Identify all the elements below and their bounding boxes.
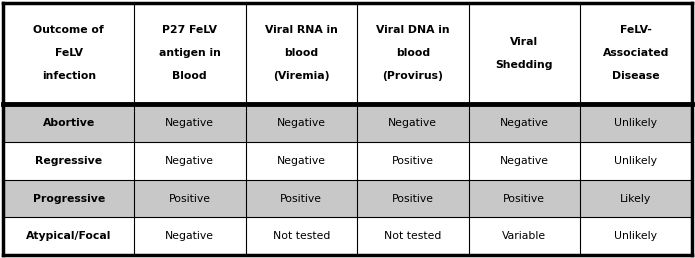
Bar — [468, 104, 580, 142]
Bar — [134, 180, 245, 217]
Bar — [134, 142, 245, 180]
Bar — [245, 142, 357, 180]
Text: Unlikely: Unlikely — [614, 156, 657, 166]
Bar — [357, 104, 468, 142]
Text: Negative: Negative — [500, 156, 549, 166]
Bar — [357, 3, 468, 104]
Text: Likely: Likely — [620, 194, 651, 204]
Bar — [580, 104, 692, 142]
Text: Negative: Negative — [389, 118, 437, 128]
Bar — [3, 104, 134, 142]
Text: Unlikely: Unlikely — [614, 231, 657, 241]
Text: Positive: Positive — [169, 194, 211, 204]
Text: Negative: Negative — [165, 156, 214, 166]
Text: FeLV-

Associated

Disease: FeLV- Associated Disease — [603, 25, 669, 81]
Text: Regressive: Regressive — [35, 156, 102, 166]
Text: Negative: Negative — [165, 231, 214, 241]
Text: Variable: Variable — [502, 231, 546, 241]
Bar — [357, 180, 468, 217]
Text: Positive: Positive — [392, 156, 434, 166]
Bar — [245, 180, 357, 217]
Bar — [468, 180, 580, 217]
Text: Positive: Positive — [503, 194, 546, 204]
Text: Atypical/Focal: Atypical/Focal — [26, 231, 111, 241]
Bar — [245, 104, 357, 142]
Bar — [580, 217, 692, 255]
Text: P27 FeLV

antigen in

Blood: P27 FeLV antigen in Blood — [159, 25, 221, 81]
Bar — [580, 3, 692, 104]
Text: Negative: Negative — [500, 118, 549, 128]
Bar — [357, 142, 468, 180]
Text: Not tested: Not tested — [272, 231, 330, 241]
Text: Unlikely: Unlikely — [614, 118, 657, 128]
Bar — [468, 217, 580, 255]
Bar — [468, 3, 580, 104]
Bar — [134, 104, 245, 142]
Text: Viral RNA in

blood

(Viremia): Viral RNA in blood (Viremia) — [265, 25, 338, 81]
Bar — [580, 142, 692, 180]
Text: Positive: Positive — [280, 194, 322, 204]
Bar — [357, 217, 468, 255]
Bar — [245, 3, 357, 104]
Bar — [3, 217, 134, 255]
Text: Not tested: Not tested — [384, 231, 441, 241]
Text: Negative: Negative — [165, 118, 214, 128]
Text: Positive: Positive — [392, 194, 434, 204]
Bar — [3, 180, 134, 217]
Text: Viral

Shedding: Viral Shedding — [496, 37, 553, 70]
Bar — [134, 217, 245, 255]
Bar — [468, 142, 580, 180]
Text: Negative: Negative — [277, 118, 326, 128]
Text: Progressive: Progressive — [33, 194, 105, 204]
Bar — [245, 217, 357, 255]
Text: Negative: Negative — [277, 156, 326, 166]
Bar — [134, 3, 245, 104]
Bar — [3, 3, 134, 104]
Bar — [3, 142, 134, 180]
Text: Abortive: Abortive — [42, 118, 95, 128]
Text: Outcome of

FeLV

infection: Outcome of FeLV infection — [33, 25, 104, 81]
Bar — [580, 180, 692, 217]
Text: Viral DNA in

blood

(Provirus): Viral DNA in blood (Provirus) — [376, 25, 450, 81]
